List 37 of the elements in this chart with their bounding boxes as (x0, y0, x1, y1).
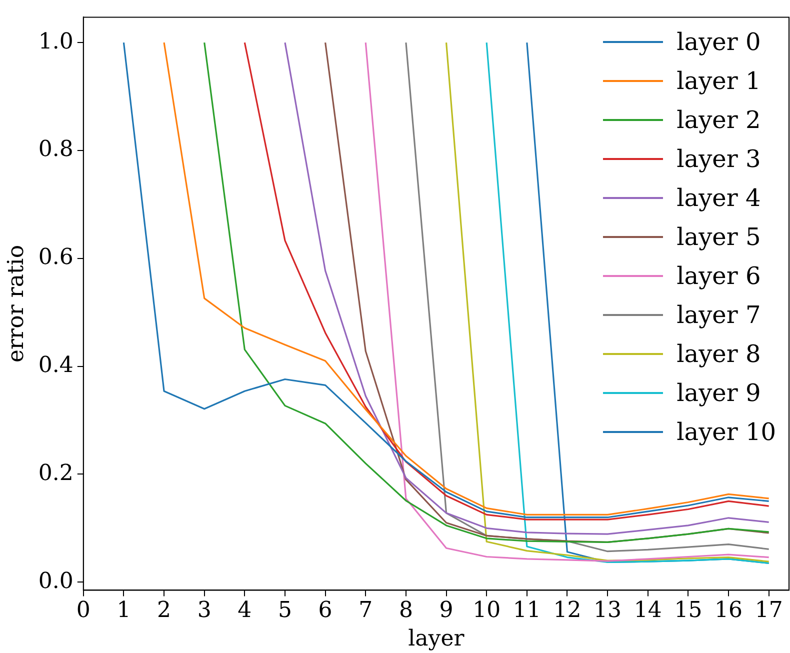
legend-label: layer 5 (676, 222, 761, 250)
legend-label: layer 9 (676, 378, 761, 406)
x-tick-label: 5 (278, 598, 292, 624)
x-tick-label: 1 (116, 598, 131, 624)
y-tick-label: 0.0 (38, 568, 74, 594)
x-tick-label: 13 (594, 598, 622, 624)
x-tick-label: 3 (197, 598, 212, 624)
y-tick-label: 1.0 (38, 29, 74, 54)
x-tick-label: 12 (553, 598, 582, 624)
y-axis-title: error ratio (4, 244, 29, 362)
y-tick-label: 0.4 (38, 353, 74, 378)
x-tick-label: 8 (398, 598, 413, 624)
x-axis-title: layer (408, 626, 465, 652)
legend-label: layer 8 (676, 340, 761, 368)
x-tick-label: 2 (157, 598, 172, 624)
x-tick-label: 14 (634, 598, 662, 624)
x-tick-label: 17 (754, 598, 783, 624)
x-tick-label: 6 (318, 598, 332, 624)
legend-label: layer 0 (676, 28, 761, 56)
legend-label: layer 3 (676, 144, 761, 172)
x-tick-label: 0 (76, 598, 90, 624)
legend-label: layer 6 (676, 262, 761, 290)
legend-label: layer 1 (676, 66, 761, 94)
legend-label: layer 2 (676, 106, 761, 134)
x-tick-label: 9 (439, 598, 454, 624)
y-tick-label: 0.6 (38, 245, 74, 270)
x-tick-label: 15 (674, 598, 702, 624)
legend-label: layer 10 (676, 418, 776, 446)
legend-label: layer 7 (676, 300, 761, 328)
x-tick-label: 16 (714, 598, 743, 624)
y-tick-label: 0.2 (38, 460, 74, 486)
x-tick-label: 11 (512, 598, 541, 624)
legend-label: layer 4 (676, 184, 761, 212)
x-tick-label: 7 (358, 598, 373, 624)
y-tick-label: 0.8 (38, 137, 74, 162)
x-tick-label: 4 (238, 598, 252, 624)
x-tick-label: 10 (472, 598, 501, 624)
